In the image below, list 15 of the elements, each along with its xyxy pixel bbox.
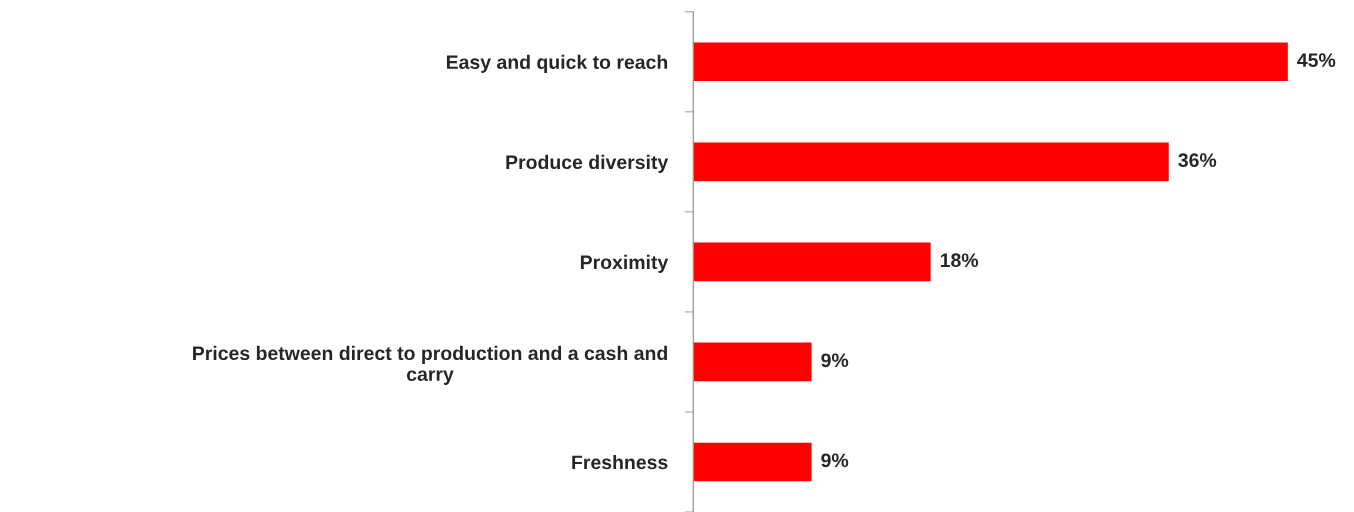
bar bbox=[693, 341, 813, 383]
data-label: 45% bbox=[1297, 53, 1336, 68]
data-label: 36% bbox=[1178, 153, 1217, 168]
data-label: 18% bbox=[940, 253, 979, 268]
data-label: 9% bbox=[821, 353, 849, 368]
y-tick-label: Proximity bbox=[580, 254, 669, 273]
bar bbox=[693, 141, 1171, 183]
y-tick-label: Prices between direct to production and a cash and carry bbox=[193, 345, 668, 385]
bar bbox=[693, 441, 813, 483]
y-tick-label: Freshness bbox=[572, 454, 668, 470]
bar bbox=[693, 41, 1290, 83]
bar bbox=[693, 241, 933, 283]
y-tick-label: Easy and quick to reach bbox=[446, 54, 668, 73]
data-label: 9% bbox=[821, 453, 849, 468]
y-tick-label: Produce diversity bbox=[506, 154, 669, 173]
